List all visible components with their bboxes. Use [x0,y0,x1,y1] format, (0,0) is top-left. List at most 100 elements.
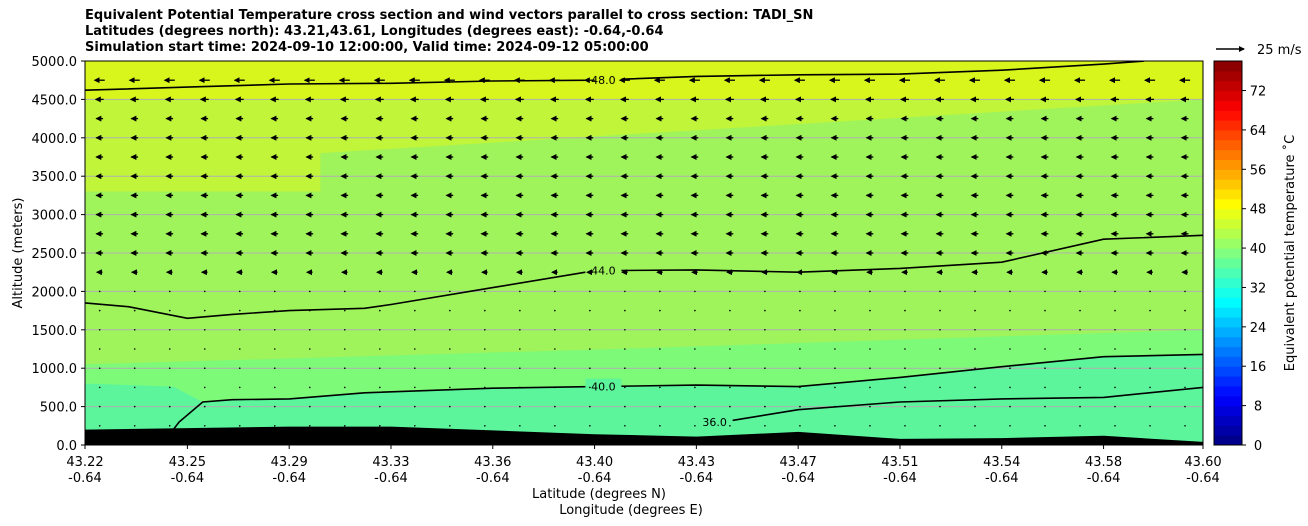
wind-vector [203,309,206,312]
wind-vector [238,348,241,350]
contour-40.0 [172,353,1203,431]
colorbar-segment [1214,356,1242,367]
wind-vector [449,367,451,370]
wind-vector [273,348,276,350]
wind-vectors [93,77,1191,427]
wind-vector [519,329,521,331]
wind-vector [414,290,416,293]
x-tick-label-lon: -0.64 [985,471,1019,486]
contour-44.0 [85,234,1203,320]
wind-vector [869,425,871,427]
wind-vector [378,425,381,427]
wind-vector [273,290,276,293]
colorbar-segment [1214,110,1242,121]
wind-vector [519,348,521,350]
colorbar-tick-label: 56 [1250,163,1267,178]
wind-vector [484,329,486,331]
wind-vector [1114,348,1116,350]
wind-vector [133,386,136,389]
wind-vector [449,309,451,312]
wind-vector [168,367,171,370]
y-tick-label: 5000.0 [32,55,78,70]
wind-vector [308,405,311,408]
band-38-40 [85,354,1203,445]
wind-vector [414,425,416,427]
wind-vector [974,425,976,427]
wind-vector [589,386,591,389]
wind-vector [449,329,451,331]
contour-label-36.0: 36.0 [702,416,727,429]
wind-vector [834,386,836,389]
wind-vector [133,405,136,408]
wind-vector [1184,367,1186,370]
wind-vector [1114,425,1116,427]
wind-vector [414,386,416,389]
wind-vector [729,367,731,370]
wind-vector [869,367,871,370]
wind-vector [729,425,731,427]
colorbar-tick-label: 48 [1250,203,1267,218]
wind-vector [799,386,801,389]
wind-vector [624,386,626,389]
wind-vector [624,367,626,370]
wind-vector [1079,367,1081,370]
wind-vector [554,386,556,389]
wind-vector [589,367,591,370]
wind-vector [974,290,976,293]
colorbar-segment [1214,228,1242,239]
wind-vector [904,290,906,293]
wind-vector [869,329,871,331]
wind-vector [449,386,451,389]
colorbar-segment [1214,198,1242,210]
colorbar-tick-label: 32 [1250,281,1267,296]
wind-vector [764,405,766,408]
wind-vector [1079,405,1081,408]
wind-vector [764,367,766,370]
wind-vector [133,425,136,427]
wind-vector [1184,405,1186,408]
wind-vector [273,309,276,312]
wind-vector [1149,386,1151,389]
colorbar-segment [1214,120,1242,131]
wind-vector [203,367,206,370]
y-tick-label: 2500.0 [32,247,78,262]
wind-vector [869,309,871,312]
wind-vector [589,348,591,350]
x-tick-label-lat: 43.25 [169,455,206,470]
colorbar-segment [1214,238,1242,249]
wind-vector [729,309,731,312]
wind-vector [133,329,136,331]
colorbar-segment [1214,287,1242,298]
y-tick-label: 4000.0 [32,132,78,147]
wind-vector [378,309,381,312]
x-tick-label-lon: -0.64 [883,471,917,486]
x-tick-label-lat: 43.54 [983,455,1020,470]
wind-vector [133,348,136,350]
colorbar-segment [1214,317,1242,328]
colorbar-segment [1214,277,1242,288]
wind-vector [589,405,591,408]
colorbar-segment [1214,149,1242,160]
wind-vector [939,309,941,312]
x-tick-label-lon: -0.64 [781,471,815,486]
y-tick-label: 1500.0 [32,324,78,339]
wind-vector [343,386,346,389]
x-tick-label-lon: -0.64 [374,471,408,486]
colorbar-frame [1213,60,1243,446]
wind-vector [414,329,416,331]
wind-vector [238,386,241,389]
wind-vector [203,425,206,427]
wind-vector [834,425,836,427]
wind-vector [484,290,486,293]
wind-vector [1149,348,1151,350]
wind-vector [729,348,731,350]
wind-vector [974,367,976,370]
y-tick-label: 3000.0 [32,209,78,224]
colorbar-segment [1214,257,1242,269]
x-axis-label: Latitude (degrees N) [532,487,666,502]
x-tick-label-lon: -0.64 [578,471,612,486]
wind-vector [974,348,976,350]
wind-vector [308,290,311,293]
x-tick-label-lon: -0.64 [272,471,306,486]
